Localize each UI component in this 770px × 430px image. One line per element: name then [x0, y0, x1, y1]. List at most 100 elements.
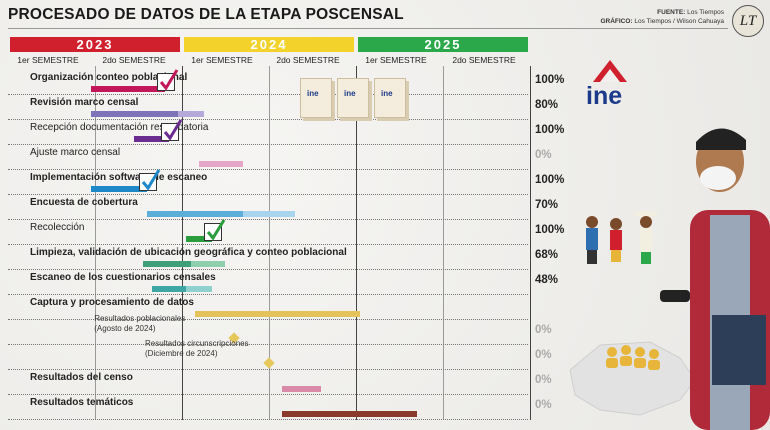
semester-divider — [443, 66, 444, 420]
row-divider — [8, 369, 528, 370]
task-bar — [142, 261, 191, 267]
row-divider — [8, 269, 528, 270]
task-percentage: 0% — [535, 149, 552, 161]
grafico-value: Los Tiempos / Wilson Cahuaya — [634, 18, 724, 25]
task-bar — [90, 111, 178, 117]
row-divider — [8, 344, 528, 345]
task-bar — [177, 111, 204, 117]
task-bar — [242, 211, 296, 217]
census-box-icon: ine — [374, 78, 406, 118]
task-label: Recolección — [30, 222, 85, 233]
task-label: Captura y procesamiento de datos — [30, 297, 194, 308]
task-label: Organización conteo poblacional — [30, 72, 188, 83]
ine-logo-icon — [593, 60, 627, 82]
task-label: Implementación software de escaneo — [30, 172, 208, 183]
semester-label: 1er SEMESTRE — [191, 55, 253, 65]
semester-label: 1er SEMESTRE — [17, 55, 79, 65]
row-divider — [8, 94, 528, 95]
semester-label: 2do SEMESTRE — [452, 55, 516, 65]
milestone-label: Resultados poblacionales (Agosto de 2024) — [94, 314, 185, 334]
row-divider — [8, 144, 528, 145]
check-icon — [160, 119, 183, 141]
task-bar — [90, 186, 148, 192]
semester-label: 1er SEMESTRE — [365, 55, 427, 65]
semester-divider — [530, 66, 531, 420]
task-percentage: 0% — [535, 399, 552, 411]
task-bar — [151, 286, 187, 292]
semester-label: 2do SEMESTRE — [276, 55, 340, 65]
census-box-icon: ine — [337, 78, 369, 118]
task-percentage: 70% — [535, 199, 559, 211]
row-divider — [8, 244, 528, 245]
row-divider — [8, 319, 528, 320]
year-header-2025: 2025 — [358, 37, 528, 52]
year-header-2023: 2023 — [10, 37, 180, 52]
semester-divider — [182, 66, 183, 420]
ine-logo-text: ine — [586, 82, 623, 110]
milestone-line2: (Diciembre de 2024) — [145, 349, 218, 358]
semester-divider — [356, 66, 357, 420]
census-worker-icon — [660, 128, 770, 430]
task-percentage: 0% — [535, 374, 552, 386]
milestone-line1: Resultados circunscripciones — [145, 339, 249, 348]
task-label: Ajuste marco censal — [30, 147, 121, 158]
people-icon — [606, 345, 660, 370]
task-percentage: 100% — [535, 124, 565, 136]
task-percentage: 100% — [535, 224, 565, 236]
task-bar — [199, 161, 243, 167]
task-label: Recepción documentación respaldatoria — [30, 122, 209, 133]
semester-divider — [95, 66, 96, 420]
fuente-label: FUENTE: — [657, 9, 686, 16]
census-box-label: ine — [344, 89, 356, 98]
check-icon — [139, 169, 161, 191]
task-percentage: 0% — [535, 324, 552, 336]
task-bar — [186, 236, 213, 242]
title-rule — [8, 28, 728, 29]
task-bar — [190, 261, 226, 267]
credits: FUENTE: Los Tiempos GRÁFICO: Los Tiempos… — [600, 8, 724, 26]
task-bar — [282, 386, 322, 392]
task-label: Escaneo de los cuestionarios censales — [30, 272, 216, 283]
task-label: Resultados del censo — [30, 372, 133, 383]
census-box-label: ine — [381, 89, 393, 98]
semester-divider — [269, 66, 270, 420]
task-bar — [90, 86, 165, 92]
task-label: Limpieza, validación de ubicación geográ… — [30, 247, 347, 258]
row-divider — [8, 394, 528, 395]
task-bar — [147, 211, 243, 217]
census-box-label: ine — [307, 89, 319, 98]
row-divider — [8, 294, 528, 295]
task-percentage: 48% — [535, 274, 559, 286]
row-divider — [8, 169, 528, 170]
task-label: Encuesta de cobertura — [30, 197, 138, 208]
check-icon — [204, 219, 226, 241]
milestone-label: Resultados circunscripciones (Diciembre d… — [145, 339, 249, 359]
task-percentage: 100% — [535, 174, 565, 186]
traditional-figures-icon — [586, 211, 658, 264]
page-title: PROCESADO DE DATOS DE LA ETAPA POSCENSAL — [8, 6, 404, 23]
task-label: Resultados temáticos — [30, 397, 134, 408]
task-bar — [282, 411, 417, 417]
year-header-2024: 2024 — [184, 37, 354, 52]
task-bar — [186, 286, 213, 292]
row-divider — [8, 119, 528, 120]
census-box-icon: ine — [300, 78, 332, 118]
task-percentage: 100% — [535, 74, 565, 86]
semester-label: 2do SEMESTRE — [102, 55, 166, 65]
task-percentage: 68% — [535, 249, 559, 261]
check-icon — [156, 69, 178, 91]
task-percentage: 80% — [535, 99, 559, 111]
grafico-label: GRÁFICO: — [600, 18, 633, 25]
row-divider — [8, 219, 528, 220]
row-divider — [8, 419, 528, 420]
milestone-line2: (Agosto de 2024) — [94, 324, 156, 333]
row-divider — [8, 194, 528, 195]
fuente-value: Los Tiempos — [687, 9, 724, 16]
task-percentage: 0% — [535, 349, 552, 361]
task-label: Revisión marco censal — [30, 97, 139, 108]
milestone-line1: Resultados poblacionales — [94, 314, 186, 323]
task-bar — [195, 311, 361, 317]
census-illustration — [569, 128, 770, 430]
task-bar — [134, 136, 169, 142]
newspaper-logo: LT — [732, 5, 764, 37]
